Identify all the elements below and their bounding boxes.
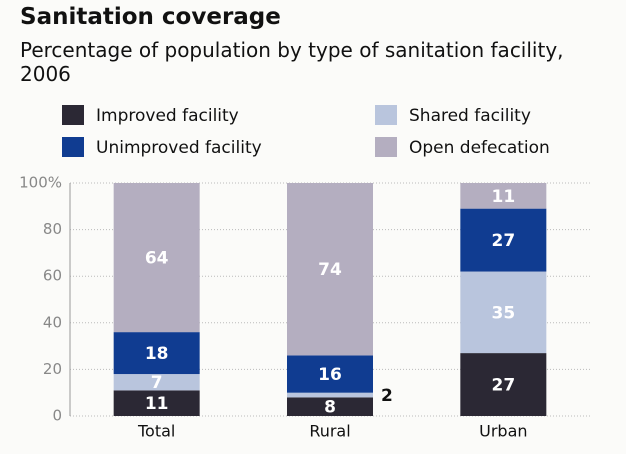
bar-segment — [113, 374, 200, 391]
y-tick-label: 80 — [43, 220, 62, 238]
data-label: 7 — [151, 373, 163, 393]
bar-segment — [460, 183, 547, 209]
legend-label: Unimproved facility — [96, 138, 262, 158]
legend-label: Open defecation — [409, 138, 550, 158]
bar-segment — [460, 271, 547, 354]
bar-segment — [460, 208, 547, 272]
x-tick-label: Rural — [309, 422, 350, 441]
chart-subtitle: Percentage of population by type of sani… — [20, 38, 564, 86]
legend-swatch — [375, 105, 397, 125]
data-label: 2 — [381, 386, 393, 406]
legend-swatch — [62, 137, 84, 157]
y-tick-label: 100% — [19, 174, 62, 192]
bar-segment — [113, 332, 200, 375]
legend-swatch — [375, 137, 397, 157]
y-tick-label: 20 — [43, 360, 62, 378]
data-label: 35 — [491, 303, 515, 323]
x-tick-label: Total — [137, 422, 175, 441]
legend-label: Improved facility — [96, 106, 239, 126]
data-label: 74 — [318, 260, 342, 280]
data-label: 64 — [145, 249, 169, 269]
data-label: 8 — [324, 398, 336, 418]
bar-segment — [287, 183, 373, 356]
data-label: 18 — [145, 344, 169, 364]
chart-title: Sanitation coverage — [20, 4, 281, 30]
bar-segment — [113, 183, 200, 333]
y-tick-label: 40 — [43, 313, 62, 331]
legend-swatch — [62, 105, 84, 125]
data-label: 11 — [491, 187, 515, 207]
data-label: 27 — [491, 231, 515, 251]
bar-segment — [287, 392, 373, 398]
bar-segment — [287, 397, 373, 416]
x-tick-label: Urban — [479, 422, 527, 441]
bar-segment — [287, 355, 373, 393]
data-label: 11 — [145, 394, 169, 414]
bar-segment — [113, 390, 200, 416]
data-label: 16 — [318, 365, 342, 385]
bar-segment — [460, 353, 547, 416]
y-tick-label: 60 — [43, 267, 62, 285]
data-label: 27 — [491, 376, 515, 396]
y-tick-label: 0 — [52, 407, 62, 425]
legend-label: Shared facility — [409, 106, 531, 126]
